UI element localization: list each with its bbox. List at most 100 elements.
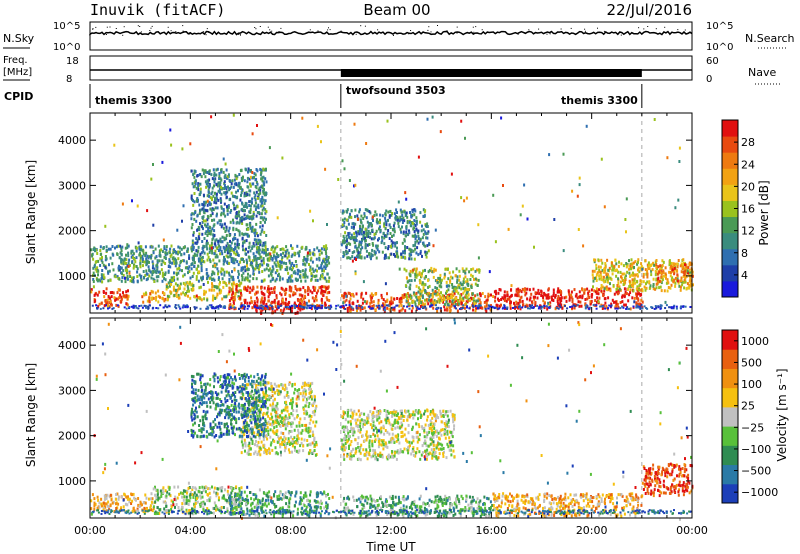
colorbar-tick-label: −1000	[741, 486, 778, 499]
cpid-segment-label: themis 3300	[561, 94, 638, 107]
nsearch-dot	[115, 28, 117, 29]
colorbar-frame	[721, 329, 739, 504]
nsearch-dot	[655, 28, 657, 30]
nsearch-dot	[360, 25, 362, 27]
nsearch-dot	[238, 33, 239, 35]
nsearch-dot	[149, 30, 151, 31]
nsearch-dot	[603, 30, 605, 32]
nsearch-dot	[664, 26, 666, 28]
freq-trace	[90, 69, 692, 77]
nsearch-dot	[122, 34, 124, 36]
nsearch-dot	[93, 32, 94, 34]
y-tick-label: 1000	[58, 475, 86, 488]
nsearch-dot	[239, 33, 241, 35]
nsearch-dot	[446, 30, 448, 32]
xlabel: Time UT	[365, 540, 416, 554]
nave-label: Nave	[748, 66, 776, 79]
nsearch-dot	[538, 28, 540, 30]
colorbar-tick-label: 24	[741, 158, 755, 171]
cpid-segment-label: twofsound 3503	[346, 84, 446, 97]
nsearch-dot	[170, 30, 172, 32]
colorbar-cell	[722, 216, 738, 234]
nsearch-tick-top: 10^5	[706, 21, 733, 32]
colorbar-cell	[722, 387, 738, 408]
colorbar-cell	[722, 280, 738, 298]
nsearch-dot	[175, 31, 177, 33]
nsearch-dot	[182, 30, 184, 32]
nsearch-dot	[364, 25, 366, 27]
freq-panel	[89, 55, 693, 81]
echo-cells	[90, 113, 694, 315]
velocity-colorbar-label: Velocity [m s⁻¹]	[775, 368, 789, 461]
nsearch-dot	[204, 33, 206, 35]
nsearch-dot	[425, 32, 427, 34]
nsky-trace	[89, 25, 693, 36]
power-ylabel: Slant Range [km]	[24, 160, 38, 264]
nsearch-dot	[677, 29, 679, 31]
x-tick-label: 00:00	[676, 524, 708, 537]
echo-cells	[90, 318, 694, 521]
power-colorbar: 4 8 12 16 20 24 28	[721, 119, 755, 298]
nsearch-dot	[259, 26, 261, 27]
colorbar-cell	[722, 152, 738, 169]
nsearch-dot	[146, 33, 148, 35]
colorbar-tick-label: 25	[741, 400, 755, 413]
colorbar-cell	[722, 349, 738, 369]
y-tick-label: 3000	[58, 179, 86, 192]
power-colorbar-label: Power [dB]	[757, 180, 771, 245]
nsearch-dot	[472, 26, 474, 28]
nsearch-dot	[647, 26, 649, 27]
colorbar-tick-label: 500	[741, 356, 762, 369]
nsearch-dot	[105, 34, 107, 35]
y-tick-label: 4000	[58, 134, 86, 147]
nsearch-dot	[456, 26, 458, 28]
x-tick-label: 20:00	[576, 524, 608, 537]
colorbar-tick-label: 12	[741, 225, 755, 238]
colorbar-cell	[722, 168, 738, 185]
nsearch-dot	[473, 31, 475, 33]
nsearch-dot	[410, 30, 412, 31]
nsearch-dot	[437, 25, 438, 26]
colorbar-cell	[722, 264, 738, 282]
power-panel: 1000 2000 3000 4000	[58, 112, 694, 315]
nsearch-tick-bottom: 10^0	[706, 42, 733, 53]
nsearch-dot	[95, 26, 97, 28]
nsearch-dot	[684, 29, 686, 31]
colorbar-cell	[722, 368, 738, 389]
nsearch-dot	[475, 26, 477, 28]
nsearch-dot	[167, 26, 169, 28]
nsearch-dot	[151, 25, 153, 27]
nsearch-dot	[638, 27, 640, 29]
colorbar-cell	[722, 445, 738, 466]
nsky-tick-bottom: 10^0	[53, 42, 80, 53]
nsearch-dot	[528, 29, 530, 31]
nsearch-dot	[584, 28, 586, 30]
colorbar-cell	[722, 120, 738, 137]
colorbar-cell	[722, 232, 738, 250]
nsearch-dot	[106, 26, 108, 28]
y-tick-label: 3000	[58, 384, 86, 397]
nsearch-dot	[182, 25, 184, 27]
nsearch-dot	[392, 35, 394, 36]
colorbar-tick-label: −25	[741, 421, 764, 434]
nsky-panel	[89, 21, 693, 51]
colorbar-tick-label: 4	[741, 269, 748, 282]
nsearch-dot	[517, 33, 519, 35]
nsearch-dot	[456, 32, 458, 34]
velocity-panel: 1000 2000 3000 4000 00:00 04:00 08:00 12:00 16:0…	[58, 317, 708, 537]
nsearch-dot	[205, 34, 207, 36]
colorbar-cell	[722, 248, 738, 266]
nsearch-dot	[123, 32, 125, 33]
x-tick-label: 08:00	[275, 524, 307, 537]
nsearch-dot	[240, 34, 241, 36]
nsearch-dot	[329, 29, 331, 31]
x-tick-label: 12:00	[375, 524, 407, 537]
colorbar-cell	[722, 184, 738, 201]
colorbar-tick-label: 16	[741, 203, 755, 216]
colorbar-tick-label: 1000	[741, 335, 769, 348]
x-tick-label: 00:00	[74, 524, 106, 537]
nsearch-dot	[309, 29, 311, 31]
x-tick-label: 16:00	[475, 524, 507, 537]
nsearch-dot	[549, 33, 551, 35]
